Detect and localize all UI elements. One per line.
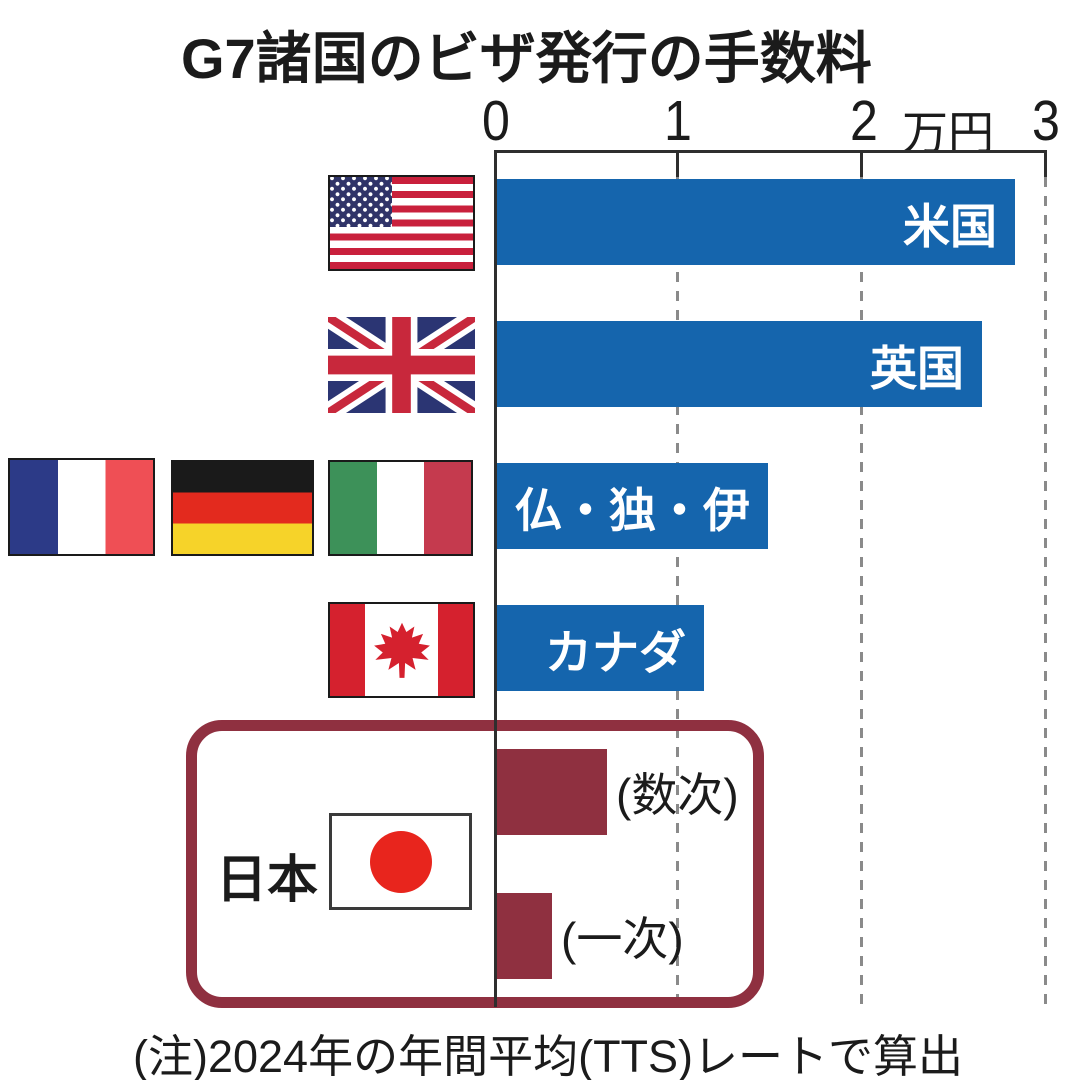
bar-canada: カナダ <box>497 605 704 691</box>
axis-tickmark-3 <box>1044 150 1047 177</box>
label-japan-single-entry: (一次) <box>561 913 684 965</box>
gridline-3 <box>1044 177 1047 1005</box>
france-flag-icon <box>8 458 155 556</box>
usa-flag-canton <box>330 177 392 227</box>
bar-label-usa: 米国 <box>903 199 997 253</box>
uk-flag-icon <box>328 317 475 413</box>
gridline-1 <box>676 177 679 1005</box>
japan-group-label: 日本 <box>216 851 319 908</box>
axis-unit-label: 万円 <box>902 107 994 159</box>
usa-flag-icon <box>328 175 475 271</box>
bar-france-germany-italy: 仏・独・伊 <box>497 463 768 549</box>
japan-flag-icon <box>329 813 472 910</box>
germany-flag-icon <box>171 460 314 556</box>
canada-flag-icon <box>328 602 475 698</box>
footnote: (注)2024年の年間平均(TTS)レートで算出 <box>133 1031 964 1080</box>
x-tick-3: 3 <box>1032 89 1060 153</box>
union-jack-graphic <box>328 317 475 413</box>
axis-tickmark-2 <box>860 150 863 177</box>
label-japan-multiple-entry: (数次) <box>616 769 739 821</box>
x-tick-0: 0 <box>482 89 510 153</box>
axis-tickmark-1 <box>676 150 679 177</box>
italy-flag-icon <box>328 460 473 556</box>
axis-zero-line <box>494 150 497 1007</box>
bar-usa: 米国 <box>497 179 1015 265</box>
gridline-2 <box>860 177 863 1005</box>
bar-label-canada: カナダ <box>545 625 686 679</box>
bar-japan-single-entry <box>497 893 552 979</box>
maple-leaf-icon <box>373 622 430 678</box>
bar-label-france-germany-italy: 仏・独・伊 <box>515 483 750 537</box>
japan-flag-sun-disc <box>369 830 432 893</box>
japan-highlight-box <box>186 720 764 1008</box>
x-tick-1: 1 <box>664 89 692 153</box>
bar-uk: 英国 <box>497 321 982 407</box>
chart-title: G7諸国のビザ発行の手数料 <box>181 27 872 90</box>
axis-ruler-line <box>494 150 1047 153</box>
x-tick-2: 2 <box>850 89 878 153</box>
bar-japan-multiple-entry <box>497 749 607 835</box>
bar-label-uk: 英国 <box>870 341 964 395</box>
